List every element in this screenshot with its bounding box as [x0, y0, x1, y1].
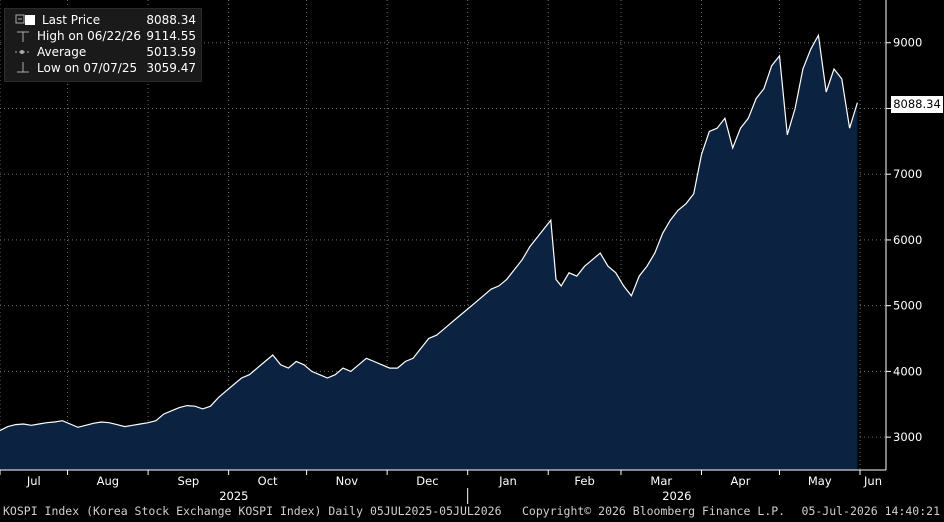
footer-bar: KOSPI Index (Korea Stock Exchange KOSPI …: [0, 500, 944, 522]
x-tick-label: Nov: [336, 474, 359, 488]
copyright-text: Copyright© 2026 Bloomberg Finance L.P.: [522, 504, 786, 518]
last-price-label: Last Price: [42, 13, 101, 27]
legend-row-high: High on 06/22/26 9114.55: [5, 28, 201, 44]
x-axis-ticks: Jul Aug Sep Oct Nov Dec Jan Feb Mar Apr May Jun 2025…: [0, 470, 882, 504]
average-marker-icon: [15, 46, 29, 58]
y-tick-label: 7000: [893, 167, 922, 181]
collapse-icon[interactable]: [15, 14, 29, 26]
high-value: 9114.55: [146, 29, 196, 43]
legend-row-last-price: Last Price 8088.34: [5, 12, 201, 28]
low-marker-icon: [15, 62, 29, 74]
x-tick-label: Feb: [574, 474, 594, 488]
x-tick-label: Sep: [178, 474, 200, 488]
legend-box: Last Price 8088.34 High on 06/22/26 9114…: [4, 8, 202, 82]
series-area: [0, 35, 858, 470]
last-price-tag: 8088.34: [891, 96, 943, 113]
last-price-value: 8088.34: [146, 13, 196, 27]
year-label: 2025: [219, 489, 248, 503]
x-tick-label: Oct: [258, 474, 278, 488]
x-tick-label: Mar: [650, 474, 672, 488]
x-tick-label: May: [808, 474, 832, 488]
low-label: Low on 07/07/25: [37, 61, 138, 75]
x-tick-label: Jan: [498, 474, 517, 488]
y-axis-ticks: 3000400050006000700080009000: [886, 36, 922, 444]
year-label: 2026: [662, 489, 691, 503]
y-tick-label: 9000: [893, 36, 922, 50]
white-square-icon: [25, 14, 35, 26]
legend-row-average: Average 5013.59: [5, 44, 201, 60]
high-label: High on 06/22/26: [37, 29, 142, 43]
x-tick-label: Aug: [97, 474, 119, 488]
legend-row-low: Low on 07/07/25 3059.47: [5, 60, 201, 76]
x-tick-label: Jul: [26, 474, 41, 488]
average-value: 5013.59: [146, 45, 196, 59]
x-tick-label: Apr: [731, 474, 751, 488]
high-marker-icon: [15, 30, 29, 42]
y-tick-label: 3000: [893, 430, 922, 444]
y-tick-label: 5000: [893, 299, 922, 313]
low-value: 3059.47: [146, 61, 196, 75]
y-tick-label: 4000: [893, 364, 922, 378]
x-tick-label: Jun: [863, 474, 882, 488]
y-tick-label: 6000: [893, 233, 922, 247]
average-label: Average: [37, 45, 87, 59]
x-tick-label: Dec: [416, 474, 438, 488]
chart-description: KOSPI Index (Korea Stock Exchange KOSPI …: [3, 504, 502, 518]
timestamp-text: 05-Jul-2026 14:40:21: [801, 504, 940, 518]
series-line: [0, 33, 858, 432]
